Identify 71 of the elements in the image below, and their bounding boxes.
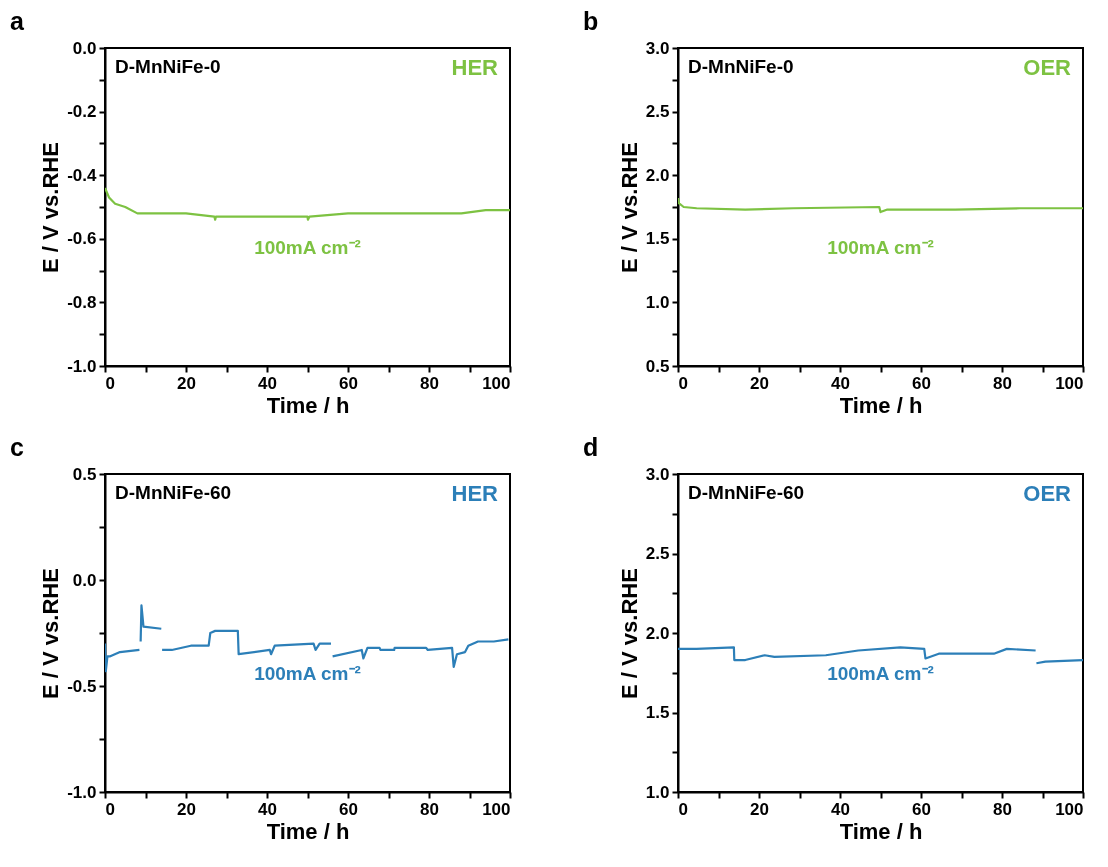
x-tick-label: 80 <box>420 799 439 819</box>
y-tick-label: 2.5 <box>645 102 670 122</box>
x-tick-label: 80 <box>420 373 439 393</box>
annotation: OER <box>1023 55 1072 80</box>
x-tick-label: 0 <box>105 373 115 393</box>
y-tick-label: 1.0 <box>645 292 670 312</box>
x-tick-label: 0 <box>678 373 688 393</box>
y-axis-title: E / V vs.RHE <box>616 142 642 273</box>
y-tick-label: 2.5 <box>645 544 670 563</box>
annotation: 100mA cm⁻² <box>254 236 361 258</box>
y-axis-title: E / V vs.RHE <box>38 142 64 273</box>
x-tick-label: 40 <box>258 373 277 393</box>
x-tick-label: 40 <box>831 373 850 393</box>
x-tick-label: 0 <box>678 799 688 819</box>
annotation: 100mA cm⁻² <box>254 662 361 684</box>
x-tick-label: 60 <box>912 799 931 819</box>
x-axis-title: Time / h <box>266 818 350 844</box>
chart-title: b <box>583 7 599 35</box>
annotation: D-MnNiFe-60 <box>688 482 805 503</box>
annotation: HER <box>451 481 499 506</box>
chart-title: d <box>583 433 599 461</box>
x-tick-label: 100 <box>482 799 511 819</box>
x-axis-title: Time / h <box>839 818 923 844</box>
x-tick-label: 60 <box>912 373 931 393</box>
y-tick-label: -0.4 <box>67 165 98 185</box>
y-tick-label: -0.6 <box>67 229 97 249</box>
annotation: OER <box>1023 481 1072 506</box>
y-tick-label: 3.0 <box>645 38 670 58</box>
y-tick-label: -1.0 <box>67 356 97 376</box>
annotation: D-MnNiFe-0 <box>115 56 221 77</box>
y-tick-label: -0.5 <box>67 676 97 696</box>
x-tick-label: 80 <box>993 373 1012 393</box>
x-tick-label: 40 <box>258 799 277 819</box>
annotation: 100mA cm⁻² <box>827 236 934 258</box>
annotation: D-MnNiFe-60 <box>115 482 232 503</box>
x-tick-label: 100 <box>482 373 511 393</box>
x-tick-label: 100 <box>1055 799 1084 819</box>
x-tick-label: 20 <box>750 373 769 393</box>
annotation: HER <box>451 55 499 80</box>
y-axis-title: E / V vs.RHE <box>38 568 64 699</box>
annotation: 100mA cm⁻² <box>827 662 934 684</box>
y-tick-label: 2.0 <box>645 165 670 185</box>
line-series <box>105 186 510 221</box>
x-axis-title: Time / h <box>266 392 350 418</box>
y-tick-label: 0.5 <box>72 464 97 484</box>
x-tick-label: 80 <box>993 799 1012 819</box>
x-tick-label: 20 <box>750 799 769 819</box>
y-tick-label: -0.8 <box>67 292 97 312</box>
line-series <box>678 197 1083 214</box>
x-tick-label: 40 <box>831 799 850 819</box>
x-tick-label: 20 <box>177 373 196 393</box>
annotation: D-MnNiFe-0 <box>688 56 794 77</box>
y-tick-label: 2.0 <box>645 623 670 643</box>
x-tick-label: 0 <box>105 799 115 819</box>
y-tick-label: 1.5 <box>645 229 670 249</box>
chart-title: c <box>10 433 24 461</box>
y-tick-label: 0.0 <box>72 38 97 58</box>
y-tick-label: -0.2 <box>67 102 97 122</box>
y-tick-label: 0.5 <box>645 356 670 376</box>
chart-title: a <box>10 7 25 35</box>
y-tick-label: 1.0 <box>645 782 670 802</box>
y-tick-label: 1.5 <box>645 703 670 722</box>
x-tick-label: 60 <box>339 799 358 819</box>
x-tick-label: 20 <box>177 799 196 819</box>
y-axis-title: E / V vs.RHE <box>616 568 642 699</box>
y-tick-label: 0.0 <box>72 570 97 590</box>
y-tick-label: -1.0 <box>67 782 97 802</box>
x-axis-title: Time / h <box>839 392 923 418</box>
x-tick-label: 60 <box>339 373 358 393</box>
y-tick-label: 3.0 <box>645 464 670 484</box>
x-tick-label: 100 <box>1055 373 1084 393</box>
